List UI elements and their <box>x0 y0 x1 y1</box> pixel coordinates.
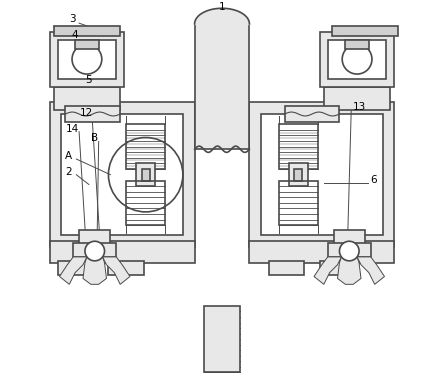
FancyBboxPatch shape <box>50 32 124 87</box>
Text: 3: 3 <box>69 14 76 24</box>
FancyBboxPatch shape <box>324 87 390 110</box>
FancyBboxPatch shape <box>332 26 398 36</box>
Text: 14: 14 <box>65 123 79 134</box>
FancyBboxPatch shape <box>58 261 93 274</box>
Text: 12: 12 <box>80 108 94 118</box>
Circle shape <box>340 241 359 261</box>
FancyBboxPatch shape <box>320 261 355 274</box>
FancyBboxPatch shape <box>261 114 383 235</box>
FancyBboxPatch shape <box>136 163 155 187</box>
Text: A: A <box>65 151 72 161</box>
Polygon shape <box>337 257 361 284</box>
FancyBboxPatch shape <box>50 102 194 247</box>
FancyBboxPatch shape <box>65 106 120 122</box>
FancyBboxPatch shape <box>108 261 144 274</box>
Polygon shape <box>59 257 87 284</box>
Polygon shape <box>314 257 341 284</box>
FancyBboxPatch shape <box>250 102 394 247</box>
FancyBboxPatch shape <box>333 229 365 245</box>
Text: B: B <box>91 133 98 143</box>
FancyBboxPatch shape <box>204 306 240 372</box>
Circle shape <box>342 44 372 74</box>
Text: 6: 6 <box>370 174 377 185</box>
FancyBboxPatch shape <box>79 229 111 245</box>
FancyBboxPatch shape <box>54 26 120 36</box>
FancyBboxPatch shape <box>194 24 250 149</box>
FancyBboxPatch shape <box>320 32 394 87</box>
Polygon shape <box>103 257 130 284</box>
FancyBboxPatch shape <box>285 106 340 122</box>
FancyBboxPatch shape <box>328 40 386 79</box>
Circle shape <box>72 44 102 74</box>
FancyBboxPatch shape <box>328 243 371 257</box>
FancyBboxPatch shape <box>250 241 394 263</box>
Text: 2: 2 <box>65 167 72 177</box>
Polygon shape <box>357 257 385 284</box>
FancyBboxPatch shape <box>289 163 308 187</box>
Circle shape <box>85 241 104 261</box>
Text: 13: 13 <box>353 102 366 112</box>
Text: 1: 1 <box>219 2 225 12</box>
FancyBboxPatch shape <box>54 87 120 110</box>
Text: 4: 4 <box>71 30 78 40</box>
FancyBboxPatch shape <box>269 261 304 274</box>
FancyBboxPatch shape <box>345 40 369 49</box>
Polygon shape <box>83 257 107 284</box>
FancyBboxPatch shape <box>73 243 116 257</box>
FancyBboxPatch shape <box>75 40 99 49</box>
FancyBboxPatch shape <box>142 169 150 181</box>
Text: 5: 5 <box>85 75 91 85</box>
FancyBboxPatch shape <box>50 241 194 263</box>
FancyBboxPatch shape <box>58 40 116 79</box>
FancyBboxPatch shape <box>294 169 302 181</box>
FancyBboxPatch shape <box>61 114 183 235</box>
